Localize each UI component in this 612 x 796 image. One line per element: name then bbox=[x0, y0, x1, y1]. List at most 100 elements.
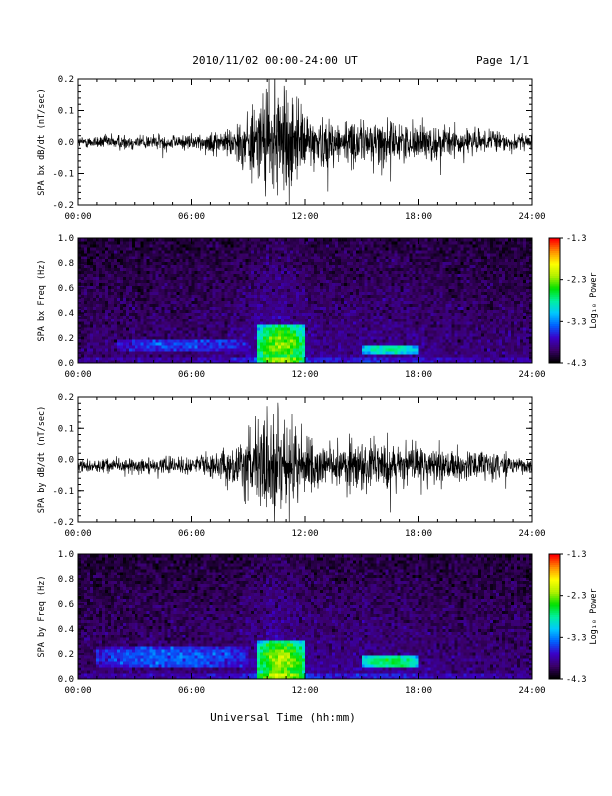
spectrogram-cell bbox=[413, 259, 416, 262]
spectrogram-cell bbox=[410, 351, 413, 354]
spectrogram-cell bbox=[281, 283, 284, 286]
spectrogram-cell bbox=[401, 298, 404, 301]
spectrogram-cell bbox=[156, 339, 159, 342]
spectrogram-cell bbox=[365, 357, 368, 360]
spectrogram-cell bbox=[227, 295, 230, 298]
spectrogram-cell bbox=[299, 342, 302, 345]
spectrogram-cell bbox=[87, 354, 90, 357]
spectrogram-cell bbox=[320, 244, 323, 247]
spectrogram-cell bbox=[293, 244, 296, 247]
spectrogram-cell bbox=[171, 330, 174, 333]
spectrogram-cell bbox=[212, 250, 215, 253]
spectrogram-cell bbox=[84, 354, 87, 357]
spectrogram-cell bbox=[251, 295, 254, 298]
spectrogram-cell bbox=[218, 333, 221, 336]
spectrogram-cell bbox=[189, 259, 192, 262]
spectrogram-cell bbox=[392, 336, 395, 339]
spectrogram-cell bbox=[371, 253, 374, 256]
spectrogram-cell bbox=[362, 277, 365, 280]
spectrogram-cell bbox=[272, 247, 275, 250]
spectrogram-cell bbox=[78, 318, 81, 321]
spectrogram-cell bbox=[278, 265, 281, 268]
spectrogram-cell bbox=[209, 330, 212, 333]
spectrogram-cell bbox=[248, 315, 251, 318]
spectrogram-cell bbox=[338, 312, 341, 315]
spectrogram-cell bbox=[353, 286, 356, 289]
spectrogram-cell bbox=[165, 330, 168, 333]
spectrogram-cell bbox=[371, 277, 374, 280]
spectrogram-cell bbox=[290, 321, 293, 324]
spectrogram-cell bbox=[335, 345, 338, 348]
spectrogram-cell bbox=[242, 357, 245, 360]
spectrogram-cell bbox=[230, 241, 233, 244]
spectrogram-cell bbox=[362, 259, 365, 262]
spectrogram-cell bbox=[138, 345, 141, 348]
spectrogram-cell bbox=[329, 295, 332, 298]
spectrogram-cell bbox=[347, 330, 350, 333]
spectrogram-cell bbox=[135, 265, 138, 268]
spectrogram-cell bbox=[138, 244, 141, 247]
spectrogram-cell bbox=[221, 280, 224, 283]
spectrogram-cell bbox=[120, 354, 123, 357]
spectrogram-cell bbox=[365, 268, 368, 271]
spectrogram-cell bbox=[93, 309, 96, 312]
spectrogram-cell bbox=[84, 342, 87, 345]
spectrogram-cell bbox=[341, 357, 344, 360]
spectrogram-cell bbox=[162, 354, 165, 357]
spectrogram-cell bbox=[326, 303, 329, 306]
spectrogram-cell bbox=[395, 277, 398, 280]
spectrogram-cell bbox=[129, 351, 132, 354]
spectrogram-cell bbox=[177, 271, 180, 274]
x-axis-title: Universal Time (hh:mm) bbox=[210, 711, 356, 724]
spectrogram-cell bbox=[224, 271, 227, 274]
spectrogram-cell bbox=[245, 351, 248, 354]
spectrogram-cell bbox=[362, 268, 365, 271]
spectrogram-cell bbox=[177, 298, 180, 301]
spectrogram-cell bbox=[290, 336, 293, 339]
spectrogram-cell bbox=[335, 351, 338, 354]
spectrogram-cell bbox=[392, 333, 395, 336]
spectrogram-cell bbox=[368, 283, 371, 286]
spectrogram-cell bbox=[263, 295, 266, 298]
spectrogram-cell bbox=[395, 256, 398, 259]
spectrogram-cell bbox=[194, 253, 197, 256]
spectrogram-cell bbox=[371, 301, 374, 304]
spectrogram-cell bbox=[248, 262, 251, 265]
spectrogram-cell bbox=[189, 277, 192, 280]
spectrogram-cell bbox=[126, 289, 129, 292]
spectrogram-cell bbox=[359, 333, 362, 336]
spectrogram-cell bbox=[233, 262, 236, 265]
spectrogram-cell bbox=[290, 241, 293, 244]
spectrogram-cell bbox=[84, 277, 87, 280]
spectrogram-cell bbox=[81, 292, 84, 295]
spectrogram-cell bbox=[99, 301, 102, 304]
spectrogram-cell bbox=[421, 336, 424, 339]
spectrogram-cell bbox=[389, 357, 392, 360]
spectrogram-cell bbox=[401, 292, 404, 295]
spectrogram-cell bbox=[392, 244, 395, 247]
spectrogram-cell bbox=[371, 333, 374, 336]
spectrogram-cell bbox=[165, 351, 168, 354]
spectrogram-cell bbox=[392, 277, 395, 280]
spectrogram-cell bbox=[218, 280, 221, 283]
spectrogram-cell bbox=[359, 253, 362, 256]
spectrogram-cell bbox=[374, 330, 377, 333]
spectrogram-cell bbox=[287, 351, 290, 354]
spectrogram-cell bbox=[120, 268, 123, 271]
spectrogram-cell bbox=[78, 303, 81, 306]
spectrogram-cell bbox=[329, 303, 332, 306]
spectrogram-cell bbox=[386, 348, 389, 351]
spectrogram-cell bbox=[135, 303, 138, 306]
spectrogram-cell bbox=[314, 354, 317, 357]
spectrogram-cell bbox=[383, 333, 386, 336]
spectrogram-cell bbox=[108, 339, 111, 342]
spectrogram-cell bbox=[281, 354, 284, 357]
spectrogram-cell bbox=[269, 306, 272, 309]
spectrogram-cell bbox=[338, 339, 341, 342]
spectrogram-cell bbox=[197, 262, 200, 265]
spectrogram-cell bbox=[150, 262, 153, 265]
spectrogram-cell bbox=[168, 301, 171, 304]
spectrogram-cell bbox=[278, 298, 281, 301]
spectrogram-cell bbox=[323, 354, 326, 357]
spectrogram-cell bbox=[296, 303, 299, 306]
